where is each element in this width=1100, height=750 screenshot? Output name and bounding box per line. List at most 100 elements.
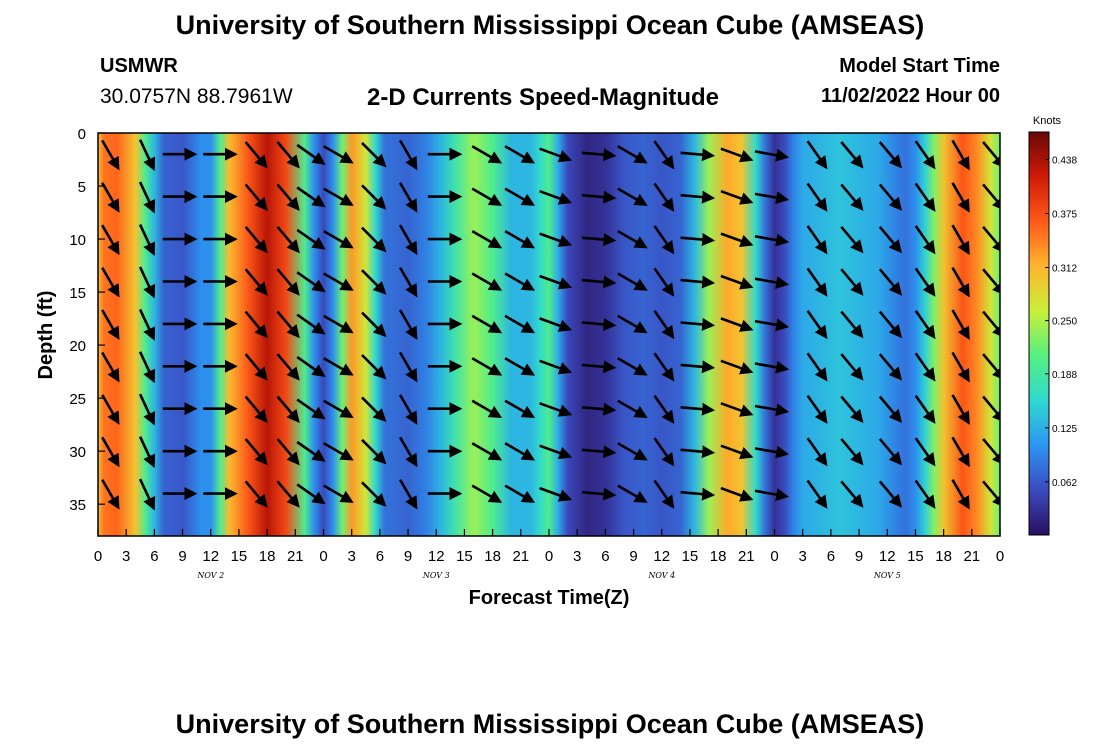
- current-vector: [101, 479, 120, 510]
- current-vector: [617, 272, 648, 291]
- current-vector: [840, 353, 864, 381]
- current-vector: [471, 357, 503, 376]
- current-vector: [878, 310, 903, 339]
- current-vector: [398, 266, 418, 298]
- model-start-date: 11/02/2022 Hour 00: [820, 85, 1000, 107]
- current-vector: [471, 484, 503, 503]
- x-tick-label: 0: [94, 548, 102, 565]
- current-vector: [276, 141, 300, 169]
- current-vector: [951, 479, 970, 510]
- current-vector: [471, 272, 503, 291]
- y-axis-label: Depth (ft): [35, 291, 57, 380]
- current-vector: [878, 395, 903, 423]
- current-vector: [653, 267, 675, 297]
- current-vector: [840, 438, 864, 466]
- x-tick-label: 12: [879, 548, 896, 565]
- current-vector: [914, 267, 936, 297]
- current-vector: [914, 352, 936, 382]
- current-vector: [296, 143, 326, 165]
- x-tick-label: 9: [629, 548, 637, 565]
- x-tick-label: 9: [855, 548, 863, 565]
- current-vector: [840, 141, 864, 169]
- current-vector: [101, 182, 120, 213]
- x-tick-label: 3: [348, 548, 356, 565]
- y-tick-label: 30: [69, 444, 86, 461]
- current-vector: [138, 181, 156, 214]
- current-vector: [323, 484, 354, 503]
- x-tick-label: 6: [150, 548, 158, 565]
- current-vector: [539, 274, 573, 290]
- current-vector: [982, 353, 1000, 381]
- current-vector: [982, 225, 1000, 254]
- current-vector: [754, 445, 790, 459]
- current-vector: [296, 398, 326, 420]
- current-vector: [361, 481, 387, 507]
- current-vector: [754, 233, 790, 247]
- current-vector: [101, 224, 120, 256]
- x-axis-label: Forecast Time(Z): [469, 587, 630, 609]
- current-vector: [471, 442, 503, 461]
- current-vector: [806, 394, 828, 424]
- current-vector: [101, 394, 120, 425]
- x-tick-label: 21: [738, 548, 755, 565]
- x-tick-label: 15: [456, 548, 473, 565]
- current-vector: [398, 479, 418, 510]
- current-vector: [840, 480, 864, 508]
- current-vector: [754, 276, 790, 289]
- current-vector: [504, 314, 536, 334]
- current-vector: [581, 402, 617, 416]
- current-vector: [617, 442, 648, 461]
- x-tick-label: 21: [287, 548, 304, 565]
- current-vector: [951, 436, 970, 468]
- current-vector: [878, 141, 903, 169]
- current-vector: [361, 354, 387, 380]
- current-vector: [539, 486, 573, 502]
- current-vector: [951, 139, 970, 171]
- current-vector: [361, 184, 387, 210]
- current-vector: [276, 183, 300, 211]
- plot-title: 2-D Currents Speed-Magnitude: [367, 84, 720, 111]
- colorbar-tick-label: 0.125: [1052, 424, 1077, 435]
- current-vector: [806, 225, 828, 255]
- current-vector: [581, 190, 617, 204]
- current-vector: [323, 187, 354, 206]
- current-vector: [101, 436, 120, 468]
- current-vector: [398, 394, 418, 425]
- current-vector: [101, 351, 120, 383]
- x-tick-label: 3: [573, 548, 581, 565]
- x-tick-label: 6: [827, 548, 835, 565]
- current-vector: [504, 272, 536, 291]
- x-tick-label: 18: [935, 548, 952, 565]
- current-vector: [951, 182, 970, 213]
- current-vector: [914, 394, 936, 424]
- x-tick-label: 18: [259, 548, 276, 565]
- current-vector: [323, 229, 354, 249]
- current-vector: [101, 309, 120, 341]
- y-tick-label: 35: [69, 497, 86, 514]
- colorbar-scale: [1028, 131, 1050, 536]
- current-vector: [720, 486, 754, 502]
- current-vector: [101, 266, 120, 298]
- current-vector: [581, 445, 617, 459]
- current-vector: [296, 186, 326, 208]
- current-vector: [653, 394, 675, 424]
- current-vector: [539, 317, 573, 332]
- current-vector: [806, 140, 828, 170]
- current-vector: [471, 229, 503, 249]
- current-vector: [276, 310, 300, 339]
- current-vector: [982, 141, 1000, 169]
- station-coordinates: 30.0757N 88.7961W: [100, 85, 293, 108]
- current-vector: [138, 393, 156, 426]
- current-vector: [244, 141, 268, 169]
- current-vector: [581, 360, 617, 374]
- x-day-label: NOV 3: [422, 571, 450, 580]
- current-vector: [982, 480, 1000, 508]
- current-vector: [720, 232, 754, 248]
- x-day-label: NOV 2: [196, 571, 224, 580]
- colorbar-tick-label: 0.375: [1052, 209, 1077, 220]
- current-vector: [361, 226, 387, 253]
- chart-title: University of Southern Mississippi Ocean…: [175, 10, 925, 40]
- current-vector: [653, 225, 675, 255]
- x-tick-label: 6: [376, 548, 384, 565]
- current-vector: [840, 183, 864, 211]
